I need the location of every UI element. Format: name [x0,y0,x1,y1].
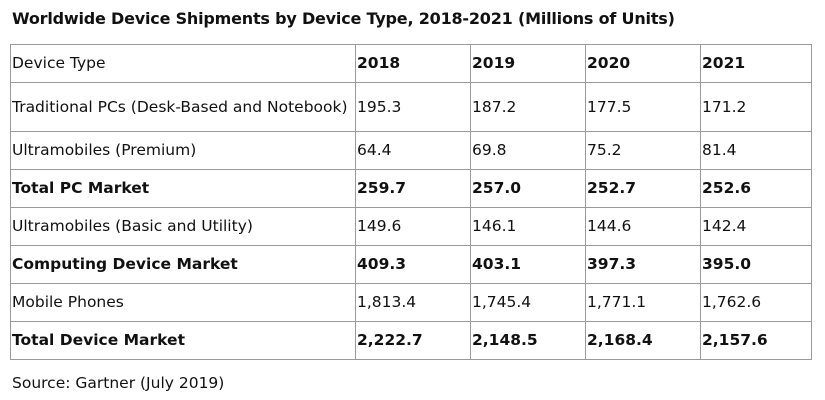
header-cell-year: 2021 [700,44,812,83]
value-cell: 2,157.6 [700,321,812,360]
value-cell: 146.1 [470,207,586,246]
value-cell: 2,168.4 [585,321,701,360]
value-cell: 171.2 [700,82,812,132]
table-row: Ultramobiles (Basic and Utility) 149.6 146… [10,207,812,246]
value-cell: 403.1 [470,245,586,284]
value-cell: 252.7 [585,169,701,208]
value-cell: 397.3 [585,245,701,284]
value-cell: 1,813.4 [355,283,471,322]
source-note: Source: Gartner (July 2019) [12,374,225,392]
header-cell-year: 2019 [470,44,586,83]
row-label: Traditional PCs (Desk-Based and Notebook… [10,82,356,132]
row-label: Ultramobiles (Basic and Utility) [10,207,356,246]
row-label: Computing Device Market [10,245,356,284]
value-cell: 187.2 [470,82,586,132]
value-cell: 149.6 [355,207,471,246]
table-row: Ultramobiles (Premium) 64.4 69.8 75.2 81.4 [10,131,812,170]
value-cell: 257.0 [470,169,586,208]
row-label: Total PC Market [10,169,356,208]
value-cell: 1,745.4 [470,283,586,322]
header-cell-device-type: Device Type [10,44,356,83]
value-cell: 2,222.7 [355,321,471,360]
table-row: Traditional PCs (Desk-Based and Notebook… [10,82,812,132]
header-cell-year: 2018 [355,44,471,83]
total-row: Total PC Market 259.7 257.0 252.7 252.6 [10,169,812,208]
row-label: Total Device Market [10,321,356,360]
value-cell: 395.0 [700,245,812,284]
value-cell: 252.6 [700,169,812,208]
value-cell: 81.4 [700,131,812,170]
table-title: Worldwide Device Shipments by Device Typ… [12,9,675,28]
value-cell: 69.8 [470,131,586,170]
value-cell: 1,771.1 [585,283,701,322]
table-row: Mobile Phones 1,813.4 1,745.4 1,771.1 1,762.… [10,283,812,322]
row-label: Mobile Phones [10,283,356,322]
value-cell: 75.2 [585,131,701,170]
value-cell: 409.3 [355,245,471,284]
header-cell-year: 2020 [585,44,701,83]
row-label: Ultramobiles (Premium) [10,131,356,170]
total-row: Total Device Market 2,222.7 2,148.5 2,168.4… [10,321,812,360]
table-body: Device Type 2018 2019 2020 2021 Traditional P… [10,44,812,360]
value-cell: 259.7 [355,169,471,208]
value-cell: 1,762.6 [700,283,812,322]
value-cell: 64.4 [355,131,471,170]
header-row: Device Type 2018 2019 2020 2021 [10,44,812,83]
value-cell: 2,148.5 [470,321,586,360]
total-row: Computing Device Market 409.3 403.1 397.3 39… [10,245,812,284]
value-cell: 144.6 [585,207,701,246]
shipments-table: Device Type 2018 2019 2020 2021 Traditional P… [10,44,812,360]
value-cell: 142.4 [700,207,812,246]
value-cell: 195.3 [355,82,471,132]
value-cell: 177.5 [585,82,701,132]
